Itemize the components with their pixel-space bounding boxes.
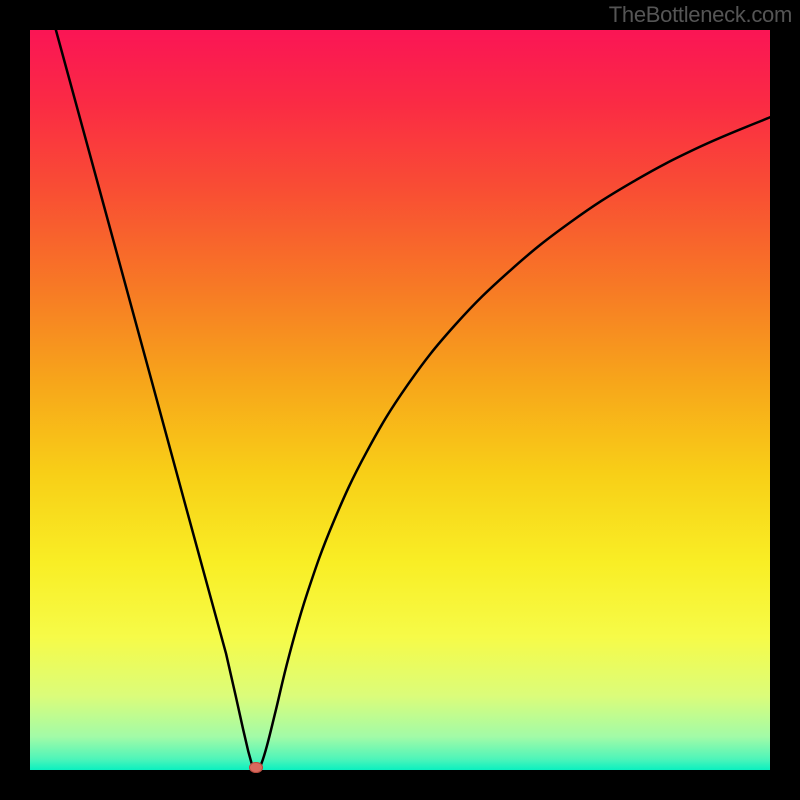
bottleneck-curve	[30, 30, 770, 770]
figure-container: TheBottleneck.com	[0, 0, 800, 800]
minimum-marker	[249, 762, 263, 773]
watermark-text: TheBottleneck.com	[609, 2, 792, 28]
curve-line	[56, 30, 770, 770]
